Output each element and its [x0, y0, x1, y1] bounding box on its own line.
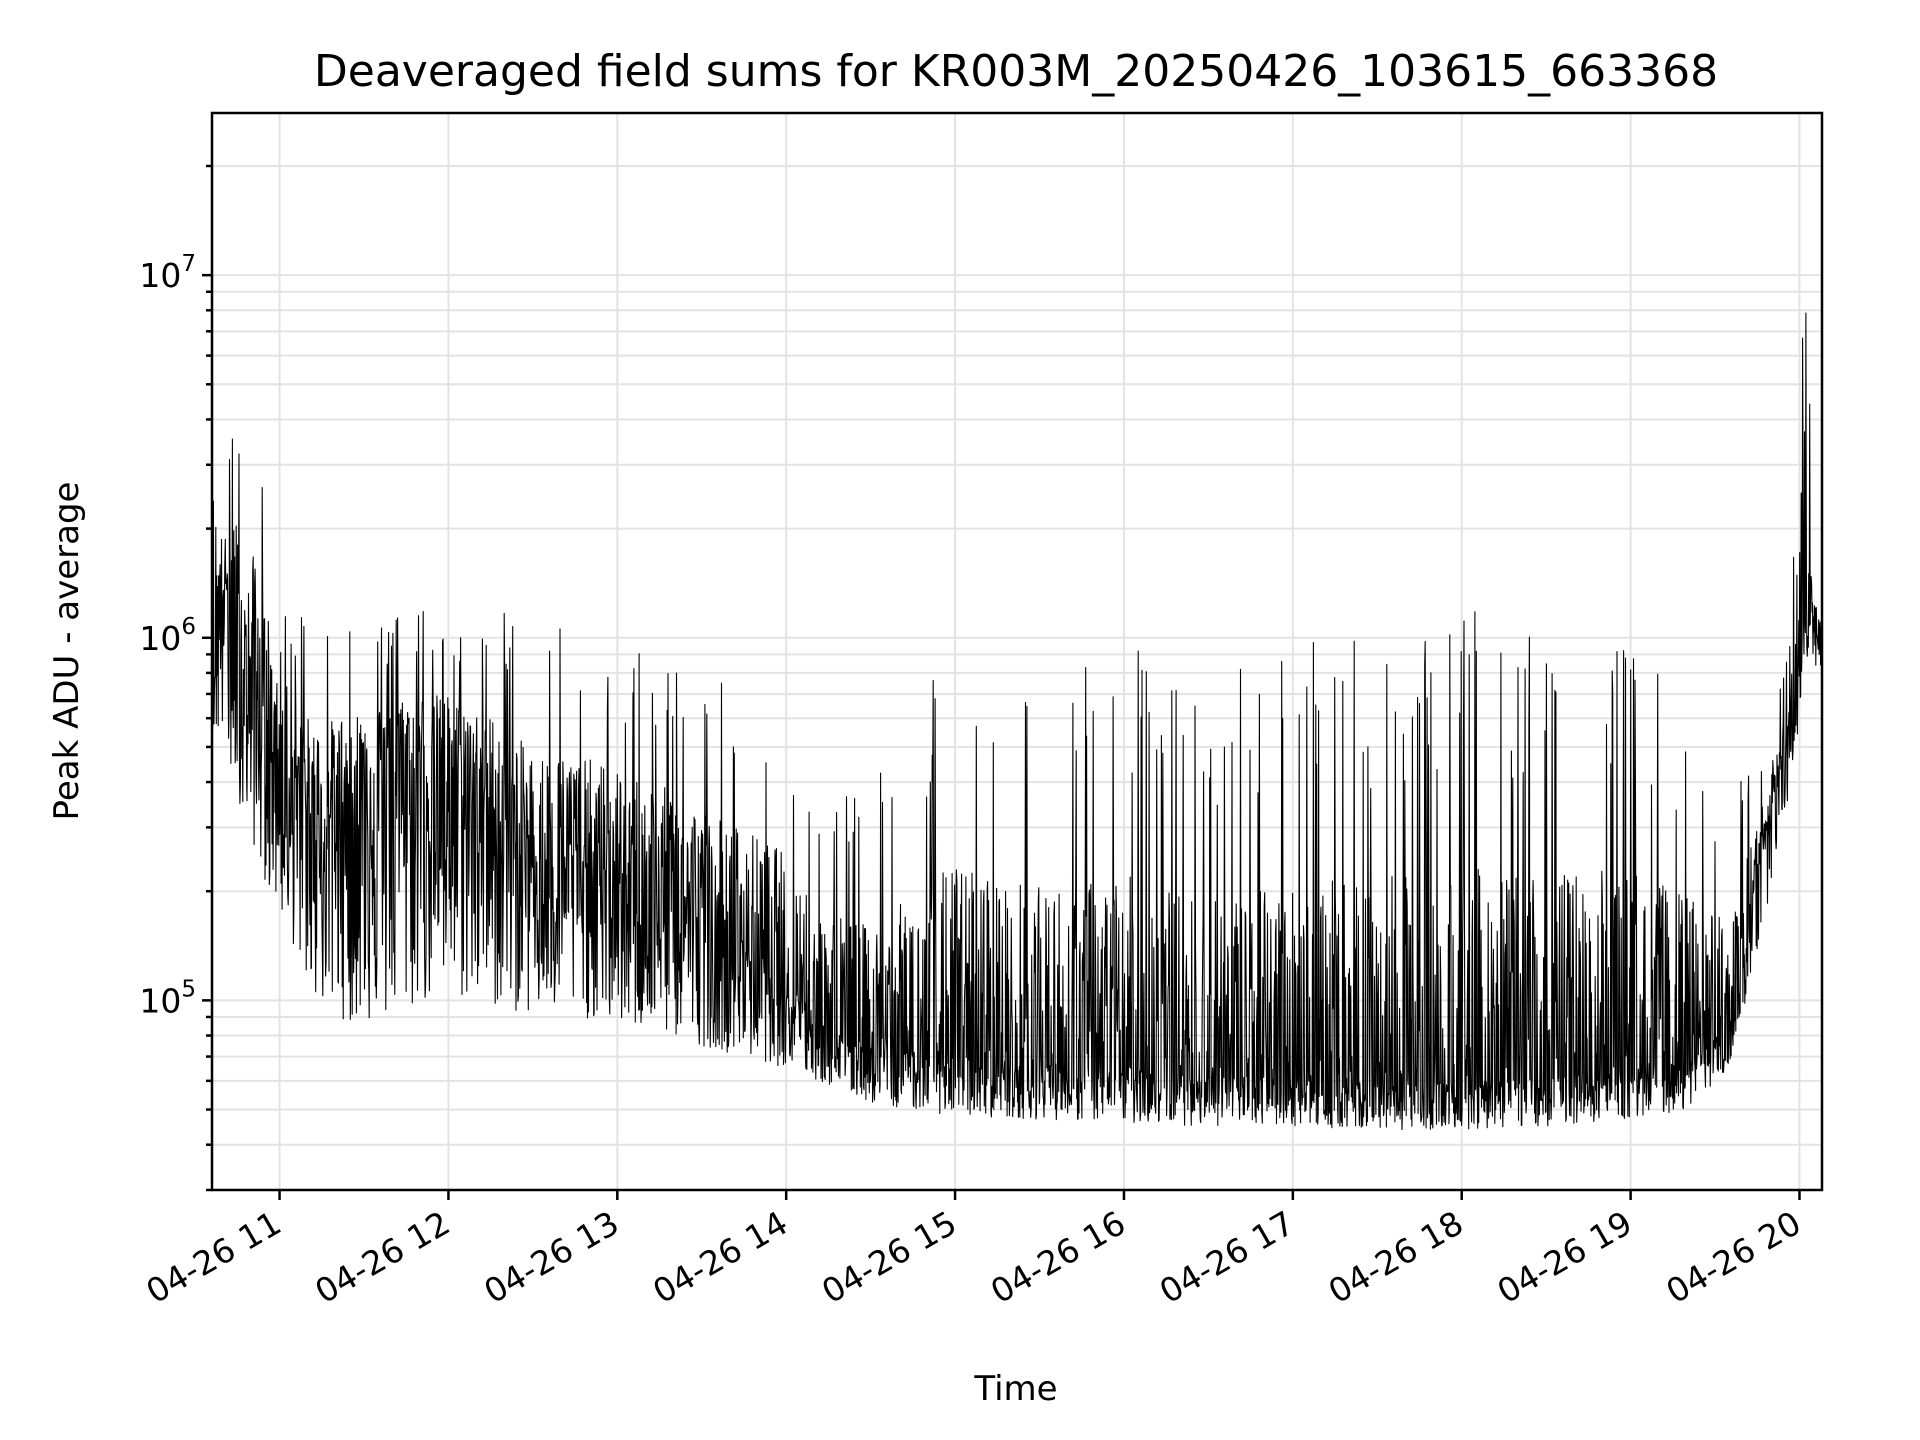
y-axis-label: Peak ADU - average [47, 482, 87, 821]
plot-frame [210, 111, 1824, 1192]
y-tick-label: 105 [139, 976, 196, 1020]
y-tick-label: 107 [139, 251, 196, 295]
y-axis-ticks: 105 106 107 [139, 164, 212, 1192]
y-tick-label: 106 [139, 614, 196, 658]
chart-title: Deaveraged field sums for KR003M_2025042… [314, 46, 1718, 97]
x-axis-label: Time [973, 1369, 1057, 1409]
series-line [211, 312, 1823, 1131]
grid [212, 113, 1822, 1191]
series-layer [211, 312, 1823, 1131]
